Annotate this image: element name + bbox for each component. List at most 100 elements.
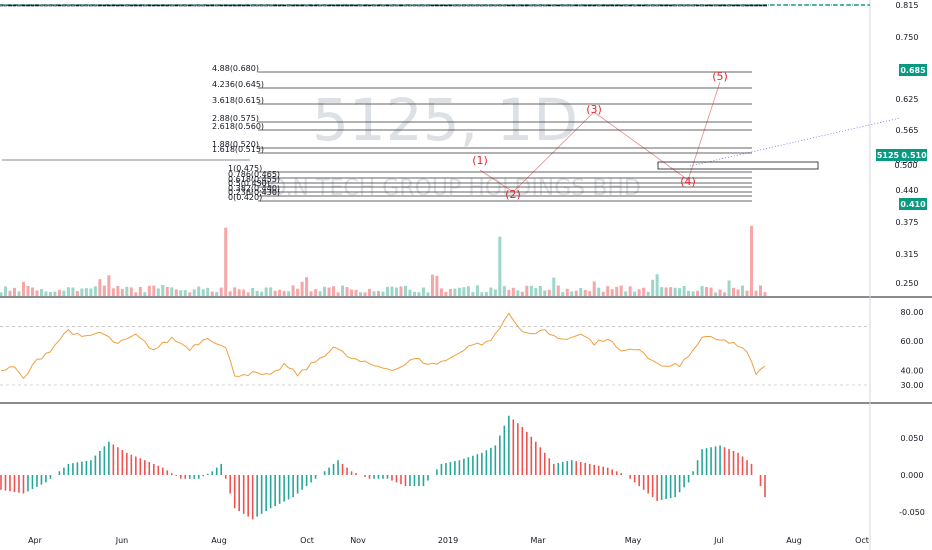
candle-body xyxy=(277,4,282,7)
elliott-waves[interactable]: (1) (2) (3) (4) (5) xyxy=(472,70,728,201)
volume-bar xyxy=(417,292,421,296)
volume-bar xyxy=(291,285,295,296)
volume-bar xyxy=(233,287,237,296)
volume-bar xyxy=(556,285,560,296)
volume-bar xyxy=(305,277,309,296)
candle-body xyxy=(30,4,35,7)
candle-body xyxy=(632,4,637,7)
candle-body xyxy=(399,4,403,7)
candle-body xyxy=(722,4,727,7)
volume-bar xyxy=(759,285,763,296)
volume-bar xyxy=(102,285,106,296)
candle-body xyxy=(75,4,80,7)
volume-bar xyxy=(134,292,138,296)
candle-body xyxy=(628,4,633,7)
volume-bar xyxy=(156,288,160,296)
volume-bar xyxy=(457,287,461,296)
support-box xyxy=(657,161,819,170)
candle-body xyxy=(381,4,385,7)
candle-body xyxy=(201,4,206,7)
candle-body xyxy=(583,4,588,7)
candle-body xyxy=(88,4,93,7)
candle-body xyxy=(637,4,642,7)
volume-bar xyxy=(206,287,210,296)
volume-bar xyxy=(633,291,637,296)
candle-body xyxy=(547,4,552,7)
volume-bar xyxy=(430,274,434,296)
macd-tick-label: -0.050 xyxy=(899,508,925,517)
wave-label-3[interactable]: (3) xyxy=(586,103,602,116)
candle-body xyxy=(605,4,610,7)
wave-label-1[interactable]: (1) xyxy=(472,154,488,167)
wave-connector xyxy=(479,81,721,193)
volume-bar xyxy=(125,286,129,296)
volume-bar xyxy=(529,285,533,296)
volume-bar xyxy=(489,287,493,296)
wave-label-5[interactable]: (5) xyxy=(712,70,728,83)
fib-level-label: 3.618(0.615) xyxy=(212,96,264,105)
wave-label-4[interactable]: (4) xyxy=(680,175,696,188)
volume-bar xyxy=(120,288,124,296)
volume-bar xyxy=(273,290,277,296)
time-tick-label: Oct xyxy=(300,536,314,545)
volume-bar xyxy=(673,287,677,296)
volume-bar xyxy=(498,236,502,296)
candle-body xyxy=(93,4,98,7)
fib-level-label: 0.618(0.455) xyxy=(228,175,280,184)
volume-bar xyxy=(215,292,219,296)
wave-label-2[interactable]: (2) xyxy=(505,188,521,201)
volume-bar xyxy=(754,290,758,296)
candle-body xyxy=(709,4,713,7)
volume-bar xyxy=(246,292,250,296)
price-tick-label: 0.375 xyxy=(896,218,919,227)
rsi-axis: 80.00 60.00 40.00 30.00 xyxy=(901,308,924,390)
volume-bar xyxy=(588,291,592,296)
candle-body xyxy=(524,4,529,7)
candle-body xyxy=(578,4,583,7)
candle-body xyxy=(71,4,75,7)
candle-body xyxy=(291,4,296,7)
volume-bar xyxy=(242,289,246,296)
volume-bar xyxy=(385,286,389,296)
volume-bar xyxy=(201,289,205,296)
candle-body xyxy=(740,4,745,7)
volume-bar xyxy=(345,287,349,296)
time-tick-label: Mar xyxy=(530,536,546,545)
candle-body xyxy=(192,4,197,7)
volume-bar xyxy=(264,287,268,296)
candle-body xyxy=(551,4,556,7)
candle-body xyxy=(673,4,678,7)
fibonacci-extension[interactable]: 4.88(0.680) 4.236(0.645) 3.618(0.615) 2.88(… xyxy=(212,64,752,202)
candle-body xyxy=(349,4,354,7)
volume-bar xyxy=(669,287,673,296)
candle-body xyxy=(596,4,601,7)
volume-bar xyxy=(224,227,228,296)
candle-body xyxy=(479,4,484,7)
time-tick-label: Aug xyxy=(211,536,227,545)
fib-level-label: 0.236(0.430) xyxy=(228,188,280,197)
candle-body xyxy=(655,4,660,7)
volume-bar xyxy=(682,286,686,296)
volume-bar xyxy=(538,285,542,296)
candle-body xyxy=(169,4,174,7)
rsi-tick-label: 60.00 xyxy=(901,337,924,346)
candle-body xyxy=(394,4,399,7)
volume-bar xyxy=(71,287,75,296)
candle-body xyxy=(700,4,704,7)
candle-body xyxy=(403,4,408,7)
volume-bar xyxy=(502,286,506,296)
candle-body xyxy=(466,4,471,7)
volume-bar xyxy=(309,291,313,296)
candle-body xyxy=(264,4,269,7)
candle-body xyxy=(704,4,709,7)
candle-body xyxy=(448,4,453,7)
volume-bar xyxy=(12,287,16,296)
price-tick-label: 0.625 xyxy=(896,95,919,104)
volume-bar xyxy=(0,292,3,296)
candle-body xyxy=(727,4,731,7)
volume-bar xyxy=(637,289,641,296)
volume-bar xyxy=(44,291,48,296)
level-badge-bottom-text: 0.410 xyxy=(900,200,926,209)
volume-bars xyxy=(0,225,767,296)
